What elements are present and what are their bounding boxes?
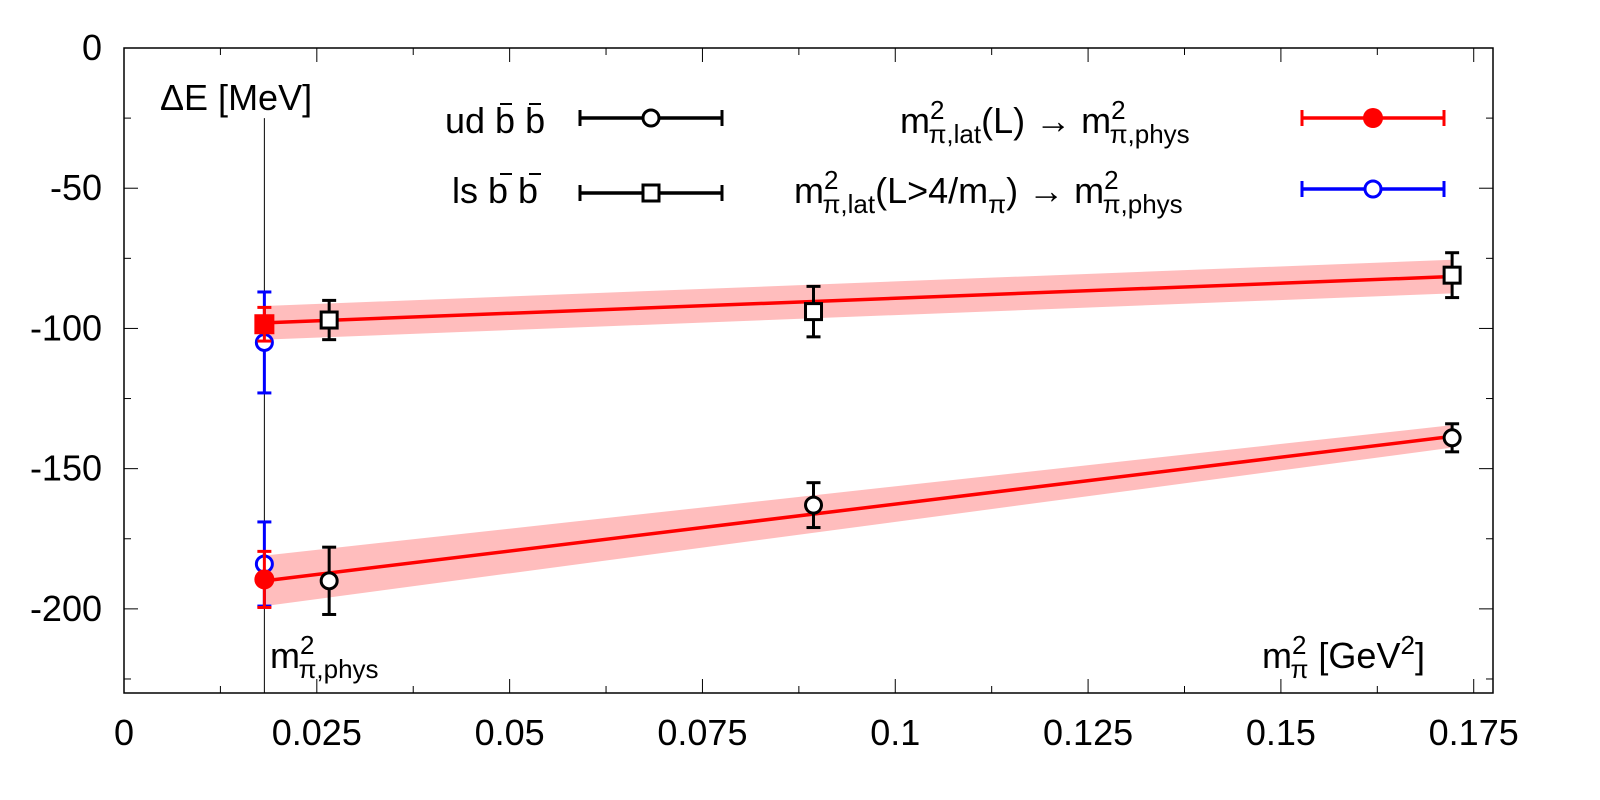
x-tick-label: 0.1 bbox=[870, 712, 920, 753]
data-points bbox=[254, 251, 1462, 616]
axis-ticks bbox=[123, 47, 1493, 693]
marker-filled-square bbox=[254, 314, 275, 335]
legend-entry-udbb: ud b b bbox=[445, 100, 545, 141]
marker-open-square bbox=[1442, 265, 1462, 285]
fit-band bbox=[264, 425, 1453, 607]
fit-lines bbox=[264, 274, 1453, 583]
y-tick-label: -100 bbox=[30, 307, 102, 348]
marker-filled-circle bbox=[1363, 108, 1383, 128]
x-tick-label: 0.175 bbox=[1429, 712, 1519, 753]
marker-open-circle bbox=[1442, 428, 1462, 448]
legend-entry-lsbb: ls b b bbox=[452, 170, 541, 211]
plot-frame bbox=[123, 47, 1494, 694]
legend-entry-lat-L-4: m2 π,lat(L>4/mπ) → m2 π,phys bbox=[794, 165, 1183, 219]
y-tick-label: -50 bbox=[50, 167, 102, 208]
x-tick-label: 0.075 bbox=[657, 712, 747, 753]
y-tick-label: 0 bbox=[82, 27, 102, 68]
physical-point-label: m2 π,phys bbox=[270, 630, 379, 684]
x-tick-label: 0.125 bbox=[1043, 712, 1133, 753]
marker-open-circle bbox=[1363, 179, 1383, 199]
tick-labels: 0 0.025 0.05 0.075 0.1 0.125 0.15 0.175 0 -50 -100… bbox=[30, 27, 1519, 753]
svg-text:m2π,lat(L>4/mπ) → m2π,phys: m2 π,lat(L>4/mπ) → m2 π,phys bbox=[794, 165, 1183, 219]
y-axis-label: ΔE [MeV] bbox=[160, 77, 312, 118]
marker-open-square bbox=[804, 302, 824, 322]
x-tick-label: 0.05 bbox=[475, 712, 545, 753]
legend-samples bbox=[578, 108, 1446, 203]
y-tick-label: -200 bbox=[30, 588, 102, 629]
marker-open-circle bbox=[804, 495, 824, 515]
fit-line bbox=[264, 274, 1453, 325]
x-tick-label: 0.15 bbox=[1246, 712, 1316, 753]
marker-open-square bbox=[319, 310, 339, 330]
fit-bands bbox=[264, 259, 1453, 607]
svg-text:m2π,lat(L) → m2π,phys: m2 π,lat(L) → m2 π,phys bbox=[900, 95, 1190, 149]
marker-filled-circle bbox=[254, 569, 275, 590]
marker-open-circle bbox=[641, 108, 661, 128]
legend: ud b b ls b b m2 π,lat(L) → m2 π,phys m2 π,… bbox=[445, 95, 1446, 219]
svg-text:ud b b: ud b b bbox=[445, 100, 545, 141]
marker-open-circle bbox=[319, 571, 339, 591]
svg-text:ls b b: ls b b bbox=[452, 170, 538, 211]
x-tick-label: 0 bbox=[114, 712, 134, 753]
marker-open-square bbox=[641, 183, 661, 203]
y-tick-label: -150 bbox=[30, 448, 102, 489]
x-tick-label: 0.025 bbox=[272, 712, 362, 753]
x-axis-label: m2 π [GeV2] bbox=[1262, 630, 1425, 684]
fit-line bbox=[264, 434, 1453, 583]
legend-entry-lat-L: m2 π,lat(L) → m2 π,phys bbox=[900, 95, 1190, 149]
